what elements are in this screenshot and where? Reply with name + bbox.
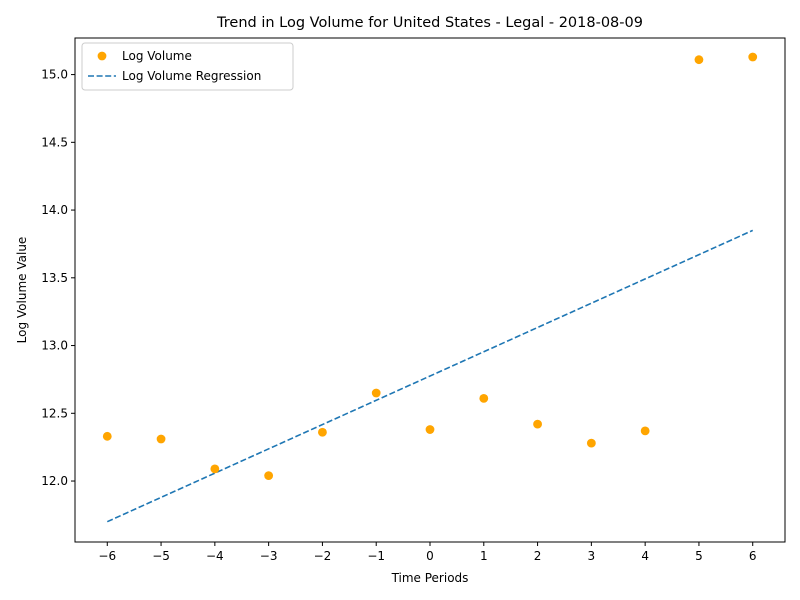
- data-point: [694, 55, 704, 65]
- x-tick-label: 6: [749, 549, 757, 563]
- y-tick-label: 14.5: [41, 135, 68, 149]
- data-point: [371, 388, 381, 398]
- data-point: [156, 434, 166, 444]
- data-point: [264, 471, 274, 481]
- x-tick-label: 5: [695, 549, 703, 563]
- x-tick-label: 1: [480, 549, 488, 563]
- y-axis-title: Log Volume Value: [15, 237, 29, 344]
- regression-line: [106, 229, 754, 523]
- legend-box: [81, 42, 294, 91]
- y-tick-label: 13.5: [41, 271, 68, 285]
- x-tick-label: −6: [98, 549, 116, 563]
- data-point: [479, 393, 489, 403]
- legend: Log Volume Log Volume Regression: [81, 42, 294, 91]
- x-tick-label: 3: [588, 549, 596, 563]
- x-tick-label: 4: [641, 549, 649, 563]
- plot-area: −6 −5 −4 −3 −2 −1 0 1 2 3 4 5 6 12.0 12.5 13.0 13.5 14.0 1…: [41, 37, 786, 563]
- legend-label-regression: Log Volume Regression: [122, 69, 261, 83]
- data-point: [425, 425, 435, 434]
- y-tick-label: 12.0: [41, 474, 68, 488]
- y-tick-label: 13.0: [41, 339, 68, 353]
- data-point: [586, 438, 596, 448]
- legend-label-log-volume: Log Volume: [122, 49, 192, 63]
- x-tick-label: −4: [206, 549, 224, 563]
- y-tick-label: 12.5: [41, 406, 68, 420]
- data-point: [748, 52, 758, 62]
- x-tick-label: −1: [367, 549, 385, 563]
- x-tick-label: −3: [260, 549, 278, 563]
- x-tick-label: −2: [314, 549, 332, 563]
- data-point: [533, 419, 542, 429]
- data-point: [318, 427, 327, 437]
- data-point: [640, 426, 650, 436]
- x-tick-label: 2: [534, 549, 542, 563]
- chart-title: Trend in Log Volume for United States - …: [216, 15, 643, 31]
- data-point: [102, 431, 112, 441]
- x-tick-label: 0: [426, 549, 434, 563]
- x-tick-label: −5: [152, 549, 170, 563]
- legend-marker-log-volume: [97, 51, 107, 61]
- data-point: [210, 464, 220, 474]
- y-tick-label: 14.0: [41, 203, 68, 217]
- x-axis-title: Time Periods: [391, 571, 469, 585]
- y-tick-label: 15.0: [41, 68, 68, 82]
